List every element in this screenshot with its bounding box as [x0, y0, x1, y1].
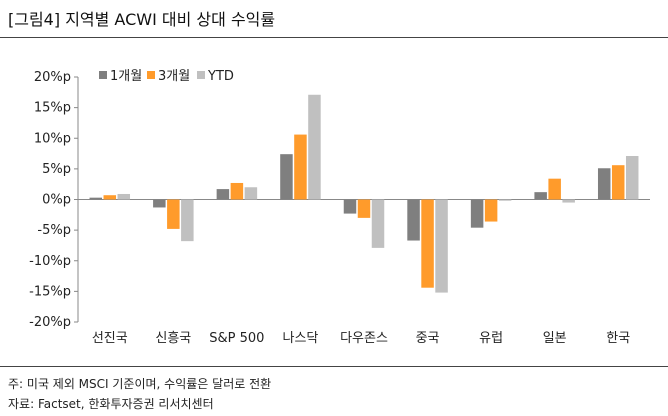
- bar: [294, 134, 307, 200]
- footnotes: 주: 미국 제외 MSCI 기준이며, 수익률은 달러로 전환 자료: Fact…: [8, 374, 271, 414]
- bar: [597, 168, 611, 200]
- bars: [89, 94, 639, 293]
- y-tick-label: 15%p: [34, 101, 71, 116]
- bar: [371, 199, 385, 248]
- footer-divider: [0, 366, 668, 367]
- bar: [562, 199, 575, 203]
- legend-swatch: [147, 71, 155, 79]
- y-tick-label: -20%p: [29, 315, 71, 330]
- x-category-label: 일본: [543, 331, 567, 346]
- x-category-label: 유럽: [479, 331, 503, 346]
- bar-chart: 20%p 15%p 10%p 5%p 0%p -5%p -10%p -15%p -20%p 선진…: [29, 69, 650, 346]
- legend-swatch: [197, 71, 205, 79]
- chart-title: [그림4] 지역별 ACWI 대비 상대 수익률: [8, 10, 276, 29]
- bar: [181, 199, 194, 242]
- bar: [117, 193, 131, 200]
- bar: [216, 189, 230, 200]
- bar: [534, 192, 547, 200]
- title-divider: [0, 37, 668, 38]
- legend-label: 3개월: [158, 69, 190, 84]
- footnote-basis: 주: 미국 제외 MSCI 기준이며, 수익률은 달러로 전환: [8, 377, 272, 391]
- x-category-label: S&P 500: [209, 331, 264, 346]
- x-category-label: 한국: [606, 331, 630, 346]
- x-category-label: 다우존스: [340, 331, 388, 346]
- y-tick-label: -5%p: [37, 223, 71, 238]
- bar: [280, 154, 293, 200]
- bar: [435, 199, 448, 293]
- bar: [548, 178, 561, 200]
- x-axis-categories: 선진국 신흥국 S&P 500 나스닥 다우존스 중국 유럽 일본 한국: [92, 331, 630, 346]
- x-category-label: 선진국: [92, 331, 128, 346]
- y-axis: 20%p 15%p 10%p 5%p 0%p -5%p -10%p -15%p -20%p: [29, 70, 650, 330]
- x-category-label: 나스닥: [282, 331, 318, 346]
- bar: [470, 199, 484, 228]
- y-tick-label: 5%p: [42, 162, 71, 177]
- bar: [153, 199, 166, 208]
- bar: [244, 187, 258, 200]
- bar: [625, 156, 639, 200]
- bar: [484, 199, 498, 222]
- bar: [421, 199, 434, 288]
- y-tick-label: 20%p: [34, 70, 71, 85]
- bar: [89, 197, 103, 200]
- bar: [308, 94, 321, 200]
- bar: [343, 199, 357, 214]
- y-tick-label: 0%p: [42, 193, 71, 208]
- bar: [611, 165, 625, 200]
- bar: [407, 199, 420, 241]
- legend-label: 1개월: [110, 69, 142, 84]
- legend-swatch: [99, 71, 107, 79]
- legend: 1개월 3개월 YTD: [99, 69, 234, 84]
- bar: [167, 199, 180, 229]
- x-category-label: 중국: [416, 331, 440, 346]
- y-tick-label: 10%p: [34, 131, 71, 146]
- legend-label: YTD: [207, 69, 234, 84]
- x-category-label: 신흥국: [155, 331, 191, 346]
- bar: [357, 199, 371, 218]
- y-tick-label: -15%p: [29, 284, 71, 299]
- bar: [230, 182, 244, 200]
- bar: [103, 195, 117, 200]
- footnote-source: 자료: Factset, 한화투자증권 리서치센터: [8, 397, 214, 411]
- y-tick-label: -10%p: [29, 254, 71, 269]
- bar: [498, 199, 512, 201]
